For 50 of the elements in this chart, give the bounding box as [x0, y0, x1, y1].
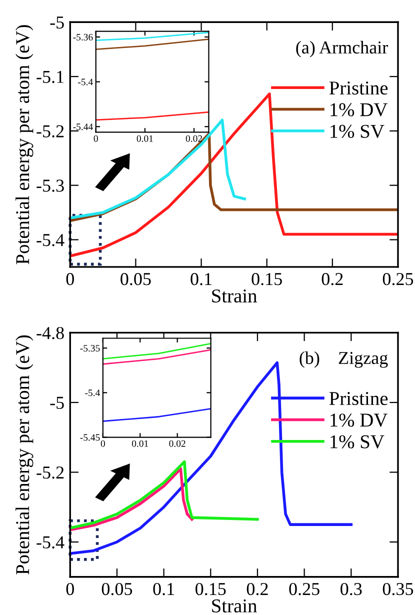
x-tick-label: 0 — [66, 582, 74, 596]
legend-label: Pristine — [329, 82, 388, 95]
y-axis-title: Potential energy per atom (eV) — [16, 335, 34, 574]
y-tick-label: -5.3 — [36, 180, 64, 192]
y-tick-label: -5.36 — [73, 34, 93, 40]
x-tick-label: 0.05 — [120, 272, 151, 286]
y-tick-label: -5.4 — [36, 234, 64, 246]
x-tick-label: 0.15 — [196, 582, 226, 596]
x-tick-label: 0.01 — [136, 135, 153, 142]
x-tick-label: 0.35 — [382, 582, 414, 596]
annotation: (a) Armchair — [296, 40, 388, 58]
x-tick-label: 0.25 — [289, 582, 320, 596]
x-tick-label: 0 — [100, 440, 105, 447]
y-tick-label: -5.2 — [36, 466, 64, 479]
x-tick-label: 0.2 — [246, 582, 268, 596]
legend-label: 1% DV — [330, 414, 388, 427]
legend-label: Pristine — [329, 392, 388, 406]
y-tick-label: -5.35 — [80, 345, 100, 352]
legend-label: 1% SV — [330, 124, 384, 138]
x-tick-label: 0.25 — [382, 272, 414, 286]
legend-label: 1% DV — [330, 103, 388, 116]
y-tick-label: -5 — [50, 396, 64, 409]
y-tick-label: -5.4 — [85, 390, 100, 396]
y-tick-label: -5.2 — [36, 125, 64, 138]
y-tick-label: -5.44 — [73, 124, 93, 130]
y-tick-label: -5 — [50, 16, 64, 29]
x-tick-label: 0.2 — [322, 272, 343, 286]
x-tick-label: 0.02 — [169, 440, 186, 447]
line-series — [70, 460, 259, 530]
x-tick-label: 0.3 — [340, 582, 362, 596]
x-tick-label: 0.1 — [190, 272, 212, 286]
y-tick-label: -4.8 — [36, 326, 64, 340]
line-series — [70, 118, 246, 220]
x-tick-label: 0.01 — [132, 440, 148, 447]
x-tick-label: 0 — [66, 272, 74, 286]
x-axis-title: Strain — [212, 599, 257, 612]
legend-label: 1% SV — [330, 435, 384, 448]
y-axis-title: Potential energy per atom (eV) — [16, 25, 34, 264]
x-tick-label: 0 — [94, 135, 98, 142]
x-tick-label: 0.02 — [186, 135, 202, 142]
annotation: (b) Zigzag — [300, 351, 388, 368]
x-tick-label: 0.15 — [252, 272, 282, 286]
x-tick-label: 0.05 — [102, 582, 132, 596]
x-axis-title: Strain — [212, 289, 257, 303]
y-tick-label: -5.4 — [78, 78, 93, 86]
y-tick-label: -5.4 — [36, 536, 64, 549]
y-tick-label: -5.45 — [80, 434, 100, 441]
x-tick-label: 0.1 — [153, 582, 174, 596]
y-tick-label: -5.1 — [36, 70, 64, 84]
line-series — [70, 467, 194, 532]
